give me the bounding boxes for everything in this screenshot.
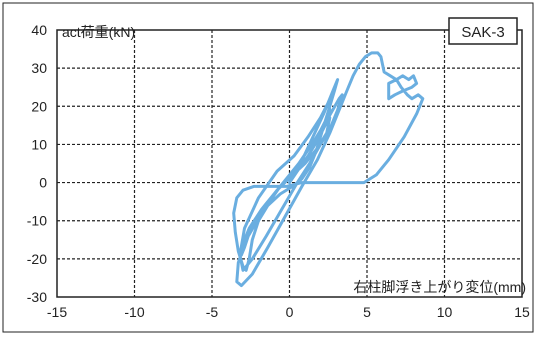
y-tick-label: 40 bbox=[31, 22, 47, 38]
chart-outer-frame bbox=[2, 2, 534, 333]
y-tick-label: -30 bbox=[27, 289, 47, 305]
x-tick-label: 15 bbox=[514, 304, 530, 320]
x-tick-label: -5 bbox=[206, 304, 219, 320]
y-tick-label: 0 bbox=[39, 175, 47, 191]
x-tick-label: 10 bbox=[437, 304, 453, 320]
x-tick-label: -10 bbox=[124, 304, 144, 320]
y-tick-label: -10 bbox=[27, 213, 47, 229]
y-tick-label: -20 bbox=[27, 251, 47, 267]
y-tick-label: 30 bbox=[31, 60, 47, 76]
y-axis-label: act荷重(kN) bbox=[62, 24, 135, 40]
badge-frame bbox=[448, 17, 518, 45]
series-layer bbox=[232, 51, 425, 288]
grid bbox=[57, 30, 522, 297]
x-axis-label: 右柱脚浮き上がり変位(mm) bbox=[353, 279, 526, 295]
chart-badge: SAK-3 bbox=[448, 17, 518, 45]
tick-labels: -30 -20 -10 0 10 20 30 40 -15 -10 -5 0 5 10 15 bbox=[27, 22, 530, 320]
y-tick-label: 20 bbox=[31, 98, 47, 114]
x-tick-label: 0 bbox=[286, 304, 294, 320]
series-line-0 bbox=[232, 51, 425, 288]
y-tick-label: 10 bbox=[31, 136, 47, 152]
badge-label: SAK-3 bbox=[461, 24, 504, 41]
x-tick-label: 5 bbox=[363, 304, 371, 320]
x-tick-label: -15 bbox=[47, 304, 67, 320]
plot-area-border bbox=[56, 29, 523, 298]
